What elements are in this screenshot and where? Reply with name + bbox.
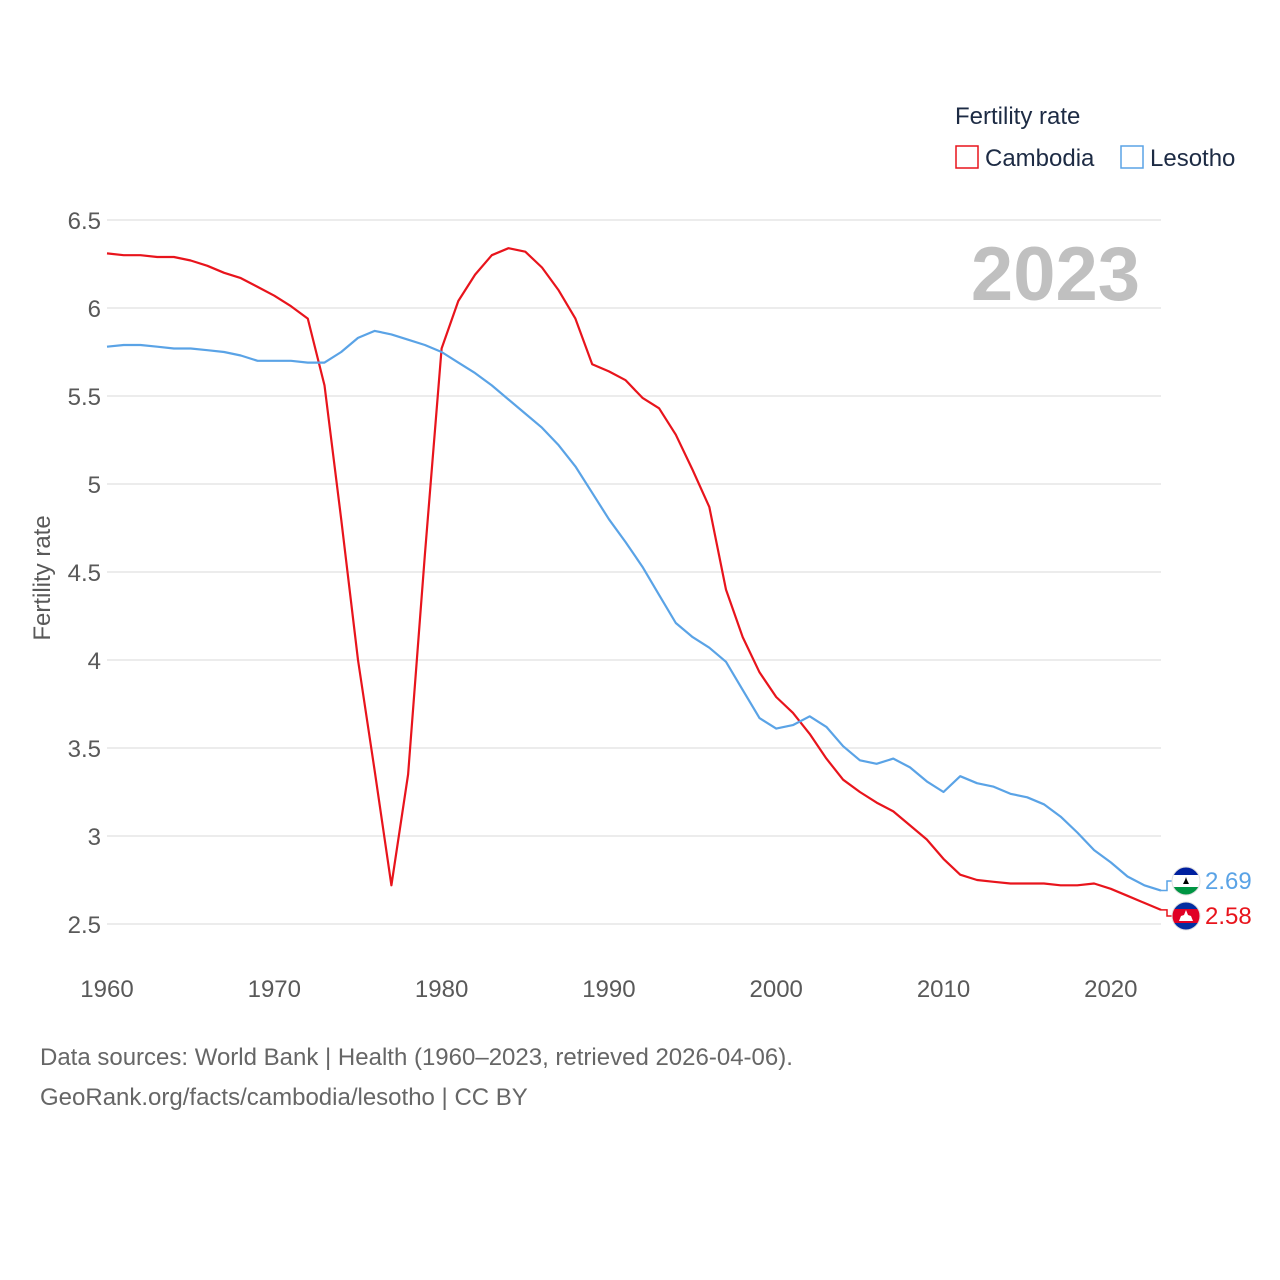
- series-line-cambodia[interactable]: [106, 247, 1162, 911]
- flag-icon-cambodia: [1171, 901, 1201, 931]
- end-connector-cambodia: [1161, 909, 1173, 917]
- end-value-label-cambodia: 2.58: [1205, 903, 1252, 930]
- x-tick-label: 2000: [750, 976, 803, 1003]
- x-tick-label: 1970: [248, 976, 301, 1003]
- footer-credit: GeoRank.org/facts/cambodia/lesotho | CC …: [40, 1084, 528, 1111]
- x-tick-label: 1960: [80, 976, 133, 1003]
- series-line-lesotho[interactable]: [106, 329, 1162, 892]
- x-tick-label: 2010: [917, 976, 970, 1003]
- year-label: 2023: [971, 232, 1140, 317]
- y-tick-label: 6: [88, 296, 101, 323]
- x-tick-label: 2020: [1084, 976, 1137, 1003]
- end-value-label-lesotho: 2.69: [1205, 868, 1252, 895]
- y-tick-label: 4: [88, 648, 101, 675]
- x-tick-label: 1990: [582, 976, 635, 1003]
- footer-sources: Data sources: World Bank | Health (1960–…: [40, 1044, 793, 1071]
- legend-title: Fertility rate: [955, 103, 1080, 130]
- y-tick-label: 6.5: [68, 208, 101, 235]
- end-connector-lesotho: [1161, 880, 1173, 892]
- legend-label-cambodia[interactable]: Cambodia: [985, 145, 1095, 172]
- x-tick-label: 1980: [415, 976, 468, 1003]
- legend-swatch-lesotho[interactable]: [1120, 145, 1144, 169]
- legend-label-lesotho[interactable]: Lesotho: [1150, 145, 1235, 172]
- legend-swatch-cambodia[interactable]: [955, 145, 979, 169]
- y-tick-label: 3.5: [68, 736, 101, 763]
- y-tick-label: 5: [88, 472, 101, 499]
- y-tick-label: 4.5: [68, 560, 101, 587]
- y-tick-label: 2.5: [68, 912, 101, 939]
- y-axis-title: Fertility rate: [29, 515, 56, 640]
- y-tick-label: 5.5: [68, 384, 101, 411]
- flag-icon-lesotho: [1171, 866, 1201, 896]
- y-tick-label: 3: [88, 824, 101, 851]
